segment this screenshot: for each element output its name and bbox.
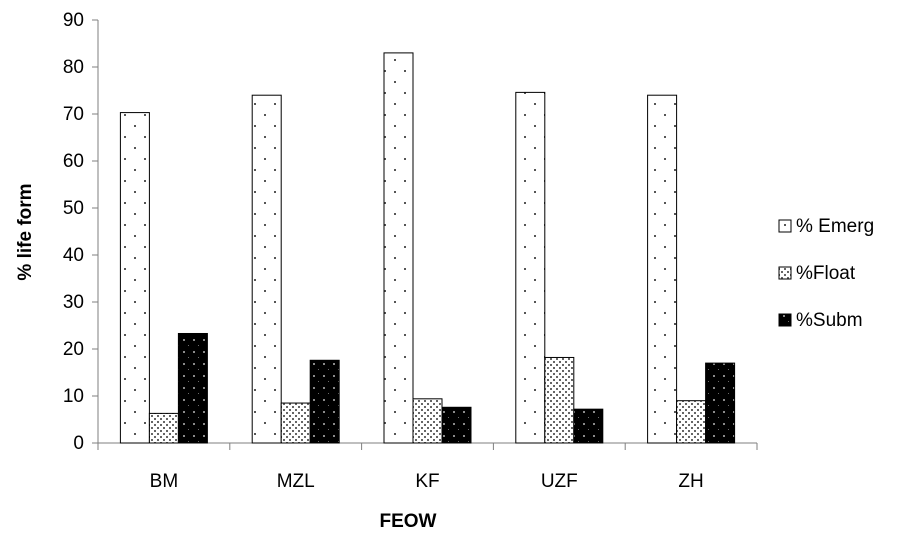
bar-sparse-dots-bm [119,112,150,444]
bar-black-dotted-kf [441,406,472,444]
legend-label: %Subm [796,310,863,331]
bar-black-dotted-bm [177,332,208,444]
bar-sparse-dots-uzf [515,91,546,444]
y-tick-label: 60 [63,151,84,172]
y-tick-label: 50 [63,198,84,219]
bar-black-dotted-uzf [573,408,604,444]
bar-black-dotted-mzl [309,359,340,444]
bars [119,52,736,444]
bar-black-dotted-zh [705,362,736,444]
y-tick-label: 30 [63,292,84,313]
y-tick-label: 80 [63,57,84,78]
y-tick-label: 40 [63,245,84,266]
x-tick-label: MZL [277,471,315,492]
x-axis: BM MZL KF UZF ZH [97,442,758,492]
y-tick-label: 20 [63,339,84,360]
x-tick-label: KF [415,471,439,492]
y-tick-label: 70 [63,104,84,125]
bar-sparse-dots-zh [647,94,678,444]
y-axis-title: % life form [15,183,36,280]
bar-dense-dots-zh [676,400,707,444]
y-axis: 0 10 20 30 40 50 60 70 80 90 [63,10,99,454]
legend-label: %Float [796,263,856,284]
x-tick-label: UZF [541,471,578,492]
bar-sparse-dots-mzl [251,94,282,444]
y-tick-label: 0 [73,433,84,454]
y-tick-label: 10 [63,386,84,407]
bar-dense-dots-kf [412,398,443,444]
x-tick-label: BM [150,471,179,492]
x-axis-title: FEOW [380,511,437,532]
legend-swatch [778,219,792,233]
legend-label: % Emerg [796,216,874,237]
bar-dense-dots-mzl [280,402,311,444]
x-tick-label: ZH [678,471,703,492]
bar-dense-dots-uzf [544,356,575,444]
legend: % Emerg %Float %Subm [778,216,874,331]
y-tick-label: 90 [63,10,84,31]
bar-sparse-dots-kf [383,52,414,444]
bar-dense-dots-bm [148,412,179,444]
legend-swatch [778,266,792,280]
legend-swatch [778,313,792,327]
